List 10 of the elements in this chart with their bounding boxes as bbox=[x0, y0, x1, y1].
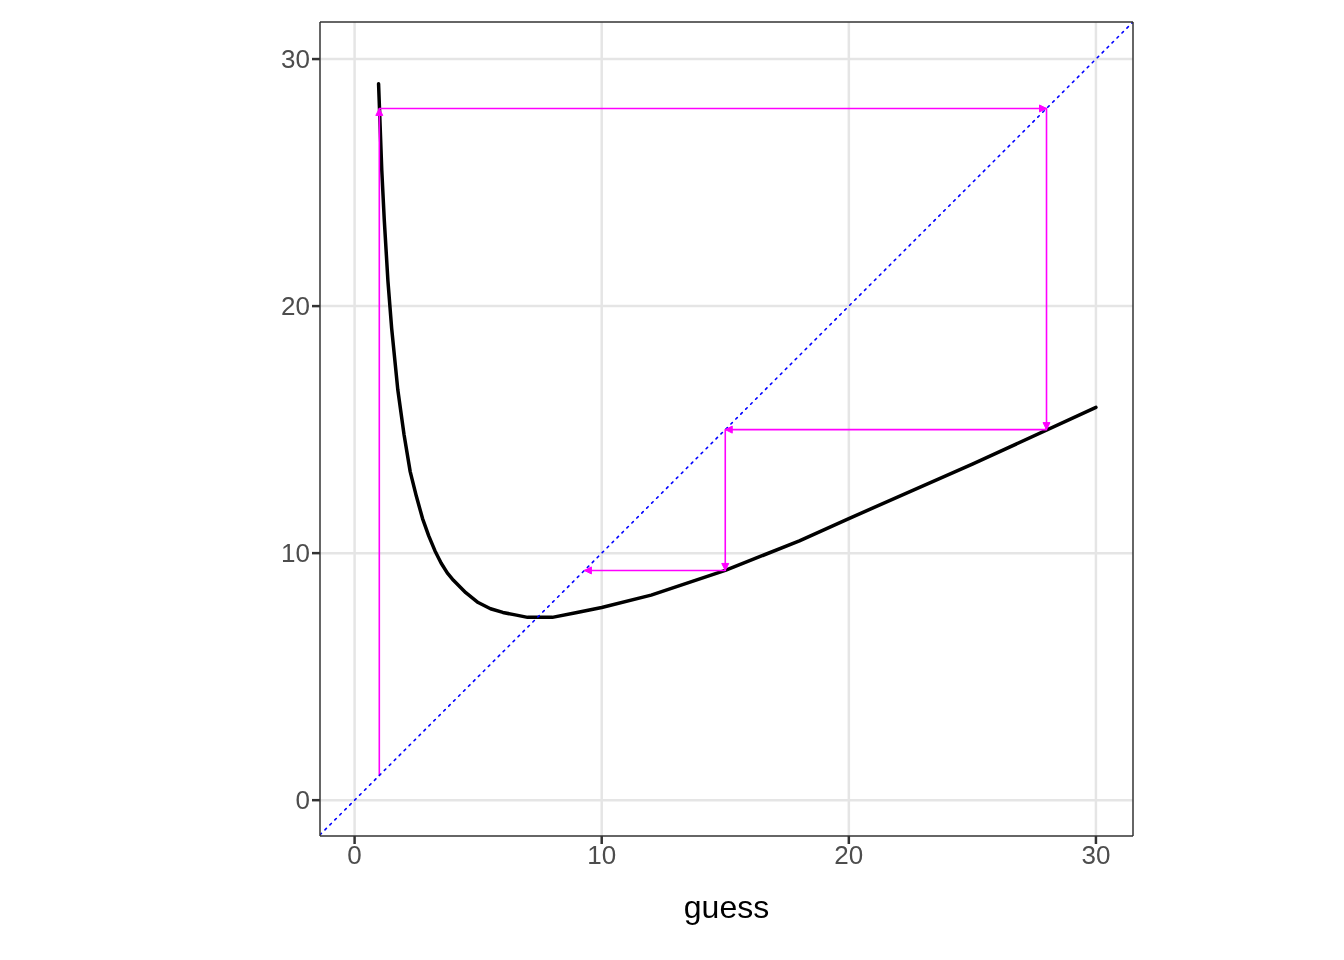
line-series bbox=[376, 82, 1098, 620]
x-tick-label: 10 bbox=[587, 840, 617, 871]
y-tick-label: 0 bbox=[295, 785, 310, 816]
y-tick-label: 30 bbox=[281, 44, 310, 75]
x-tick-label: 20 bbox=[834, 840, 864, 871]
y-tick-label: 10 bbox=[281, 538, 310, 569]
y-tick-label: 20 bbox=[281, 291, 310, 322]
x-axis-title: guess bbox=[683, 889, 770, 925]
x-tick-label: 0 bbox=[347, 840, 362, 871]
x-tick-label: 30 bbox=[1081, 840, 1111, 871]
